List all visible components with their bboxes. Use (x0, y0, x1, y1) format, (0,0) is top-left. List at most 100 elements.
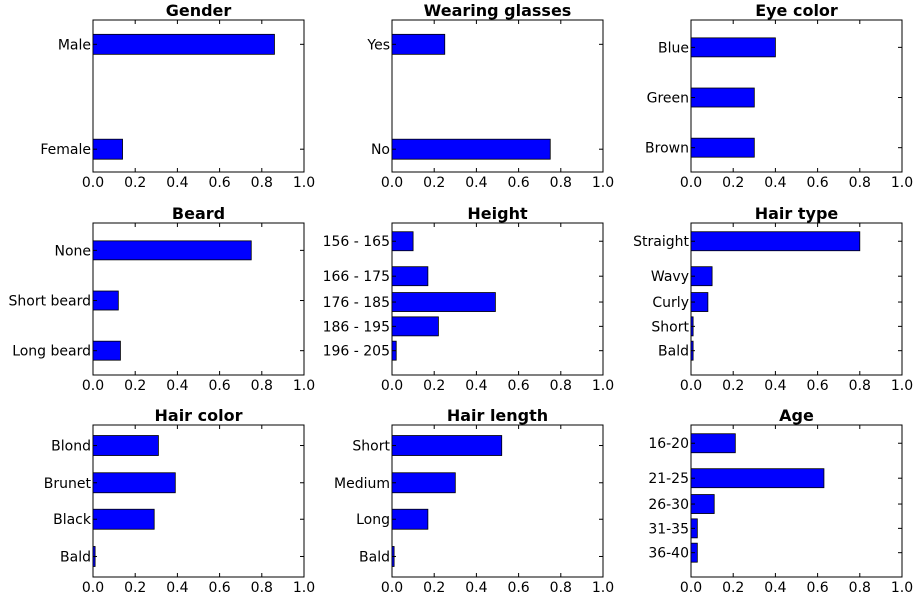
subplot: Age 0.0 0.2 0.4 0.6 0.8 1.0 16-20 21-25 26-30 31-3… (648, 406, 913, 593)
x-tick-label: 0.8 (550, 580, 572, 593)
subplot: Hair type 0.0 0.2 0.4 0.6 0.8 1.0 Straight Wavy C… (633, 204, 913, 394)
category-label: 36-40 (648, 546, 689, 562)
bar (92, 472, 176, 494)
x-tick-label: 0.4 (465, 580, 487, 593)
category-label: Medium (334, 476, 390, 492)
bar (391, 138, 551, 160)
chart-title: Hair length (447, 406, 548, 425)
bar (690, 87, 755, 108)
x-tick-label: 0.0 (82, 378, 104, 394)
x-tick-label: 0.6 (208, 378, 230, 394)
x-tick-label: 0.2 (722, 378, 744, 394)
subplot: Hair color 0.0 0.2 0.4 0.6 0.8 1.0 Blond Brunet B… (44, 406, 315, 593)
bar (391, 472, 456, 494)
bar (690, 137, 755, 158)
category-label: Straight (633, 234, 689, 250)
x-tick-label: 0.4 (166, 580, 188, 593)
category-label: 196 - 205 (323, 344, 390, 360)
subplot: Eye color 0.0 0.2 0.4 0.6 0.8 1.0 Blue Green Brow… (645, 1, 913, 191)
x-tick-label: 0.2 (423, 580, 445, 593)
chart-title: Height (467, 204, 528, 223)
bar (391, 33, 446, 55)
category-label: 31-35 (648, 521, 689, 537)
x-tick-label: 0.8 (550, 175, 572, 191)
x-tick-label: 0.6 (806, 580, 828, 593)
x-tick-label: 1.0 (592, 580, 614, 593)
category-label: None (54, 243, 91, 259)
x-tick-label: 0.8 (251, 378, 273, 394)
chart-title: Hair color (155, 406, 243, 425)
x-tick-label: 0.2 (124, 175, 146, 191)
x-tick-label: 0.2 (722, 175, 744, 191)
x-tick-label: 0.0 (82, 175, 104, 191)
x-tick-label: 0.0 (680, 580, 702, 593)
x-tick-label: 0.0 (381, 378, 403, 394)
x-tick-label: 0.0 (381, 580, 403, 593)
category-label: Black (53, 512, 92, 528)
chart-title: Eye color (755, 1, 838, 20)
x-tick-label: 0.8 (550, 378, 572, 394)
bar (391, 292, 496, 312)
chart-title: Age (779, 406, 814, 425)
category-label: 16-20 (648, 436, 689, 452)
chart-title: Gender (166, 1, 232, 20)
x-tick-label: 0.2 (423, 378, 445, 394)
x-tick-label: 0.6 (806, 175, 828, 191)
x-tick-label: 1.0 (293, 378, 315, 394)
category-label: 26-30 (648, 497, 689, 513)
bar (92, 240, 252, 261)
x-tick-label: 0.8 (849, 378, 871, 394)
x-tick-label: 0.4 (465, 378, 487, 394)
x-tick-label: 0.2 (124, 378, 146, 394)
x-tick-label: 1.0 (293, 580, 315, 593)
category-label: 156 - 165 (323, 234, 390, 250)
x-tick-label: 0.8 (251, 580, 273, 593)
bar (690, 231, 861, 252)
category-label: Long beard (12, 344, 91, 360)
bar (92, 508, 155, 530)
x-tick-label: 0.4 (465, 175, 487, 191)
category-label: Male (58, 37, 91, 53)
x-tick-label: 0.6 (208, 580, 230, 593)
category-label: Short (352, 439, 390, 455)
x-tick-label: 0.0 (82, 580, 104, 593)
bar (391, 266, 429, 287)
category-label: 176 - 185 (323, 295, 390, 311)
bar (92, 340, 121, 361)
x-tick-label: 1.0 (891, 378, 913, 394)
subplot: Gender 0.0 0.2 0.4 0.6 0.8 1.0 Male Female (40, 1, 315, 191)
category-label: Long (356, 512, 390, 528)
category-label: 166 - 175 (323, 269, 390, 285)
category-label: Brunet (44, 476, 92, 492)
chart-title: Hair type (755, 204, 839, 223)
category-label: Short beard (9, 294, 92, 310)
category-label: Bald (359, 549, 390, 565)
x-tick-label: 0.4 (166, 378, 188, 394)
category-label: 21-25 (648, 471, 689, 487)
x-tick-label: 0.4 (764, 378, 786, 394)
category-label: Bald (658, 344, 689, 360)
x-tick-label: 1.0 (592, 175, 614, 191)
category-label: Green (647, 91, 689, 107)
category-label: Female (40, 142, 91, 158)
x-tick-label: 1.0 (592, 378, 614, 394)
x-tick-label: 0.2 (722, 580, 744, 593)
bar (92, 435, 159, 456)
subplot: Wearing glasses 0.0 0.2 0.4 0.6 0.8 1.0 Yes No (366, 1, 614, 191)
bar (92, 138, 123, 160)
x-tick-label: 0.0 (680, 175, 702, 191)
bar (391, 316, 439, 337)
x-tick-label: 0.6 (507, 378, 529, 394)
chart-title: Wearing glasses (424, 1, 572, 20)
category-label: Short (651, 319, 689, 335)
x-tick-label: 0.4 (166, 175, 188, 191)
category-label: Wavy (651, 269, 689, 285)
bar (690, 433, 736, 454)
subplot: Beard 0.0 0.2 0.4 0.6 0.8 1.0 None Short beard Lo… (9, 204, 316, 394)
bar (690, 37, 776, 58)
x-tick-label: 0.0 (680, 378, 702, 394)
category-label: Bald (60, 549, 91, 565)
x-tick-label: 1.0 (293, 175, 315, 191)
x-tick-label: 0.2 (124, 580, 146, 593)
category-label: Curly (652, 295, 689, 311)
